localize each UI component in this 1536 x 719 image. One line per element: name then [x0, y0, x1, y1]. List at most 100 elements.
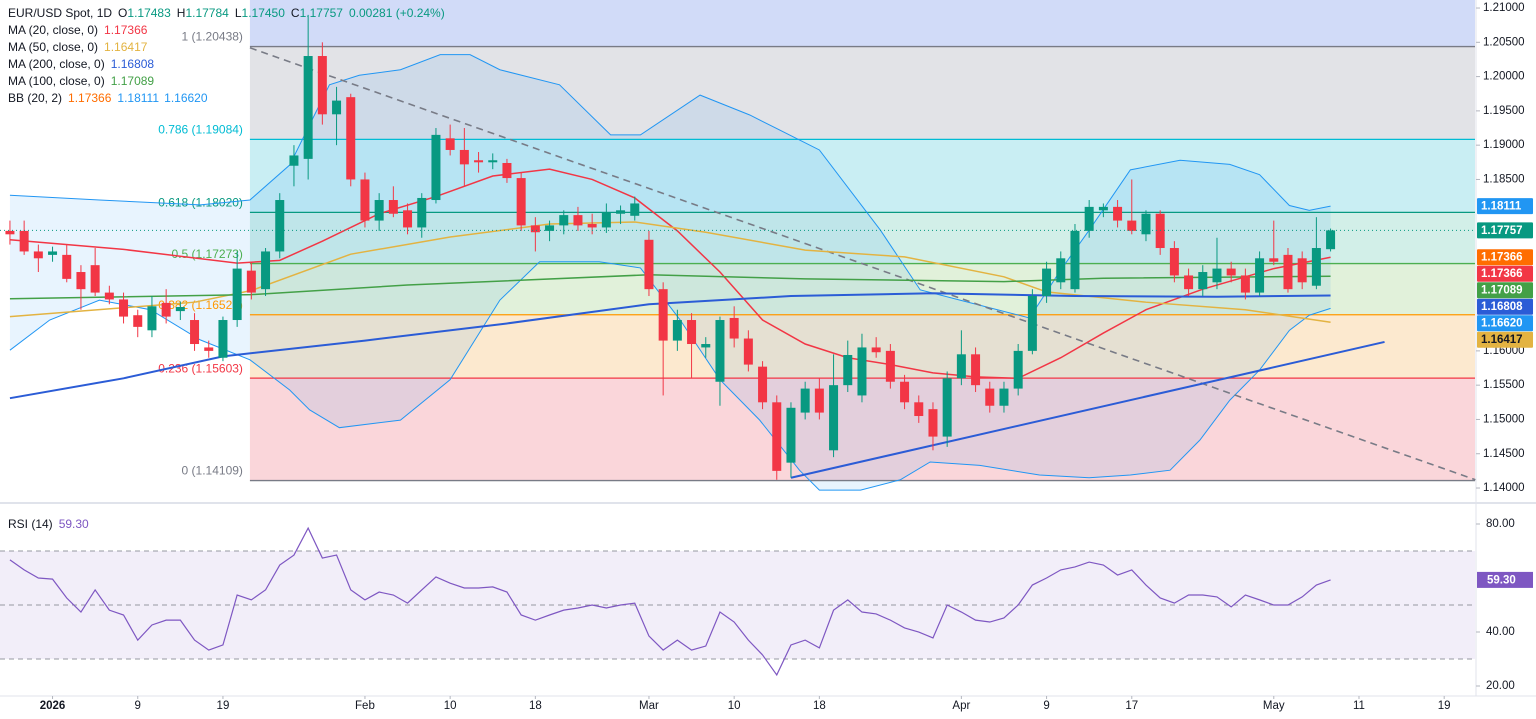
y-tick-label: 1.16000	[1483, 345, 1525, 357]
fib-label: 0.5 (1.17273)	[172, 247, 243, 261]
fib-label: 0 (1.14109)	[182, 464, 243, 478]
candle-body	[971, 354, 981, 386]
candle-body	[758, 366, 768, 403]
legend-name: MA (100, close, 0)	[8, 74, 105, 88]
candle-body	[985, 388, 995, 406]
candle-body	[956, 354, 966, 379]
candle-body	[317, 56, 327, 115]
y-tick-label: 1.21000	[1483, 2, 1525, 14]
candle-body	[772, 402, 782, 471]
candle-body	[332, 100, 342, 115]
candle-body	[161, 302, 171, 317]
candle-body	[715, 320, 725, 382]
candle-body	[672, 320, 682, 341]
fib-band	[249, 139, 1476, 213]
legend-value: 1.16808	[111, 57, 155, 71]
candle-body	[1283, 254, 1293, 290]
candle-body	[814, 388, 824, 413]
candle-body	[147, 306, 157, 331]
legend-name: BB (20, 2)	[8, 91, 62, 105]
candle-body	[871, 347, 881, 353]
candle-body	[218, 320, 228, 358]
x-tick-label: 10	[444, 700, 457, 712]
price-badge-label: 1.16808	[1481, 301, 1523, 313]
candle-body	[346, 97, 356, 180]
legend-value: 1.17089	[111, 74, 155, 88]
x-tick-label: 19	[1438, 700, 1451, 712]
candle-body	[658, 289, 668, 341]
y-tick-label: 1.19500	[1483, 105, 1525, 117]
moving-average	[9, 292, 1331, 400]
candle-body	[175, 306, 185, 312]
candle-body	[1212, 268, 1222, 283]
candle-body	[786, 407, 796, 463]
ohlc-key: L	[235, 6, 242, 20]
fib-label: 0.236 (1.15603)	[158, 361, 243, 375]
x-tick-label: May	[1263, 700, 1285, 712]
candle-body	[1311, 248, 1321, 286]
candle-body	[601, 212, 611, 228]
fib-band	[249, 263, 1476, 315]
candle-body	[289, 155, 299, 166]
legend-name: MA (50, close, 0)	[8, 40, 98, 54]
rsi-tick-label: 80.00	[1486, 518, 1515, 530]
trendline	[790, 340, 1385, 479]
legend-row: BB (20, 2) 1.17366 1.18111 1.16620	[8, 91, 208, 105]
candle-body	[1027, 296, 1037, 351]
rsi-tick-label: 40.00	[1486, 626, 1515, 638]
candle-body	[942, 378, 952, 437]
candle-body	[573, 215, 583, 226]
fib-label: 1 (1.20438)	[182, 30, 243, 44]
candle-body	[1113, 206, 1123, 221]
rsi-badge-label: 59.30	[1487, 574, 1516, 586]
ohlc-change: 0.00281 (+0.24%)	[349, 6, 445, 20]
candle-body	[829, 385, 839, 451]
legend-row: MA (100, close, 0) 1.17089	[8, 74, 154, 88]
axis: 1.21000 1.20500 1.20000 1.19500 1.19000 1.185…	[40, 2, 1525, 712]
moving-average	[9, 168, 1331, 380]
candle-body	[1070, 230, 1080, 290]
y-tick-label: 1.15000	[1483, 413, 1525, 425]
candle-body	[1184, 275, 1194, 290]
candle-body	[1127, 220, 1137, 231]
legend-row: MA (50, close, 0) 1.16417	[8, 40, 148, 54]
price-badge	[1477, 282, 1533, 299]
candle-body	[1297, 258, 1307, 283]
x-tick-label: 19	[217, 700, 230, 712]
y-tick-label: 1.18500	[1483, 173, 1525, 185]
fib-label: 0.618 (1.18020)	[158, 196, 243, 210]
candle-body	[190, 320, 200, 345]
legend-value: 1.17366	[104, 23, 148, 37]
x-tick-label: 18	[529, 700, 542, 712]
candle-body	[1269, 258, 1279, 262]
legend-name: RSI (14)	[8, 517, 53, 531]
candle-body	[403, 210, 413, 228]
fib-band	[249, 0, 1476, 47]
fib-band	[249, 212, 1476, 264]
candle-body	[19, 230, 29, 252]
trendline	[249, 47, 1476, 481]
candle-body	[999, 388, 1009, 406]
legend-value: 1.18111	[117, 91, 159, 105]
legend-value: 1.17366	[68, 91, 112, 105]
candle-body	[48, 251, 58, 255]
x-tick-label: 10	[728, 700, 741, 712]
legend-row: EUR/USD Spot, 1D O1.17483 H1.17784 L1.17450…	[8, 6, 445, 20]
bb-lower	[9, 261, 1331, 491]
ohlc-value: 1.17450	[242, 6, 286, 20]
ohlc-value: 1.17784	[185, 6, 229, 20]
candle-body	[33, 251, 43, 259]
legend-value: 59.30	[59, 517, 89, 531]
candle-body	[90, 265, 100, 293]
y-tick-label: 1.20000	[1483, 71, 1525, 83]
candle-body	[303, 56, 313, 159]
ohlc-key: C	[291, 6, 300, 20]
candle-body	[1326, 230, 1336, 250]
candle-body	[630, 203, 640, 216]
candle-body	[900, 381, 910, 403]
x-tick-label: Apr	[952, 700, 970, 712]
candle-body	[914, 402, 924, 417]
candle-body	[104, 292, 114, 300]
fib-label: 0.786 (1.19084)	[158, 123, 243, 137]
